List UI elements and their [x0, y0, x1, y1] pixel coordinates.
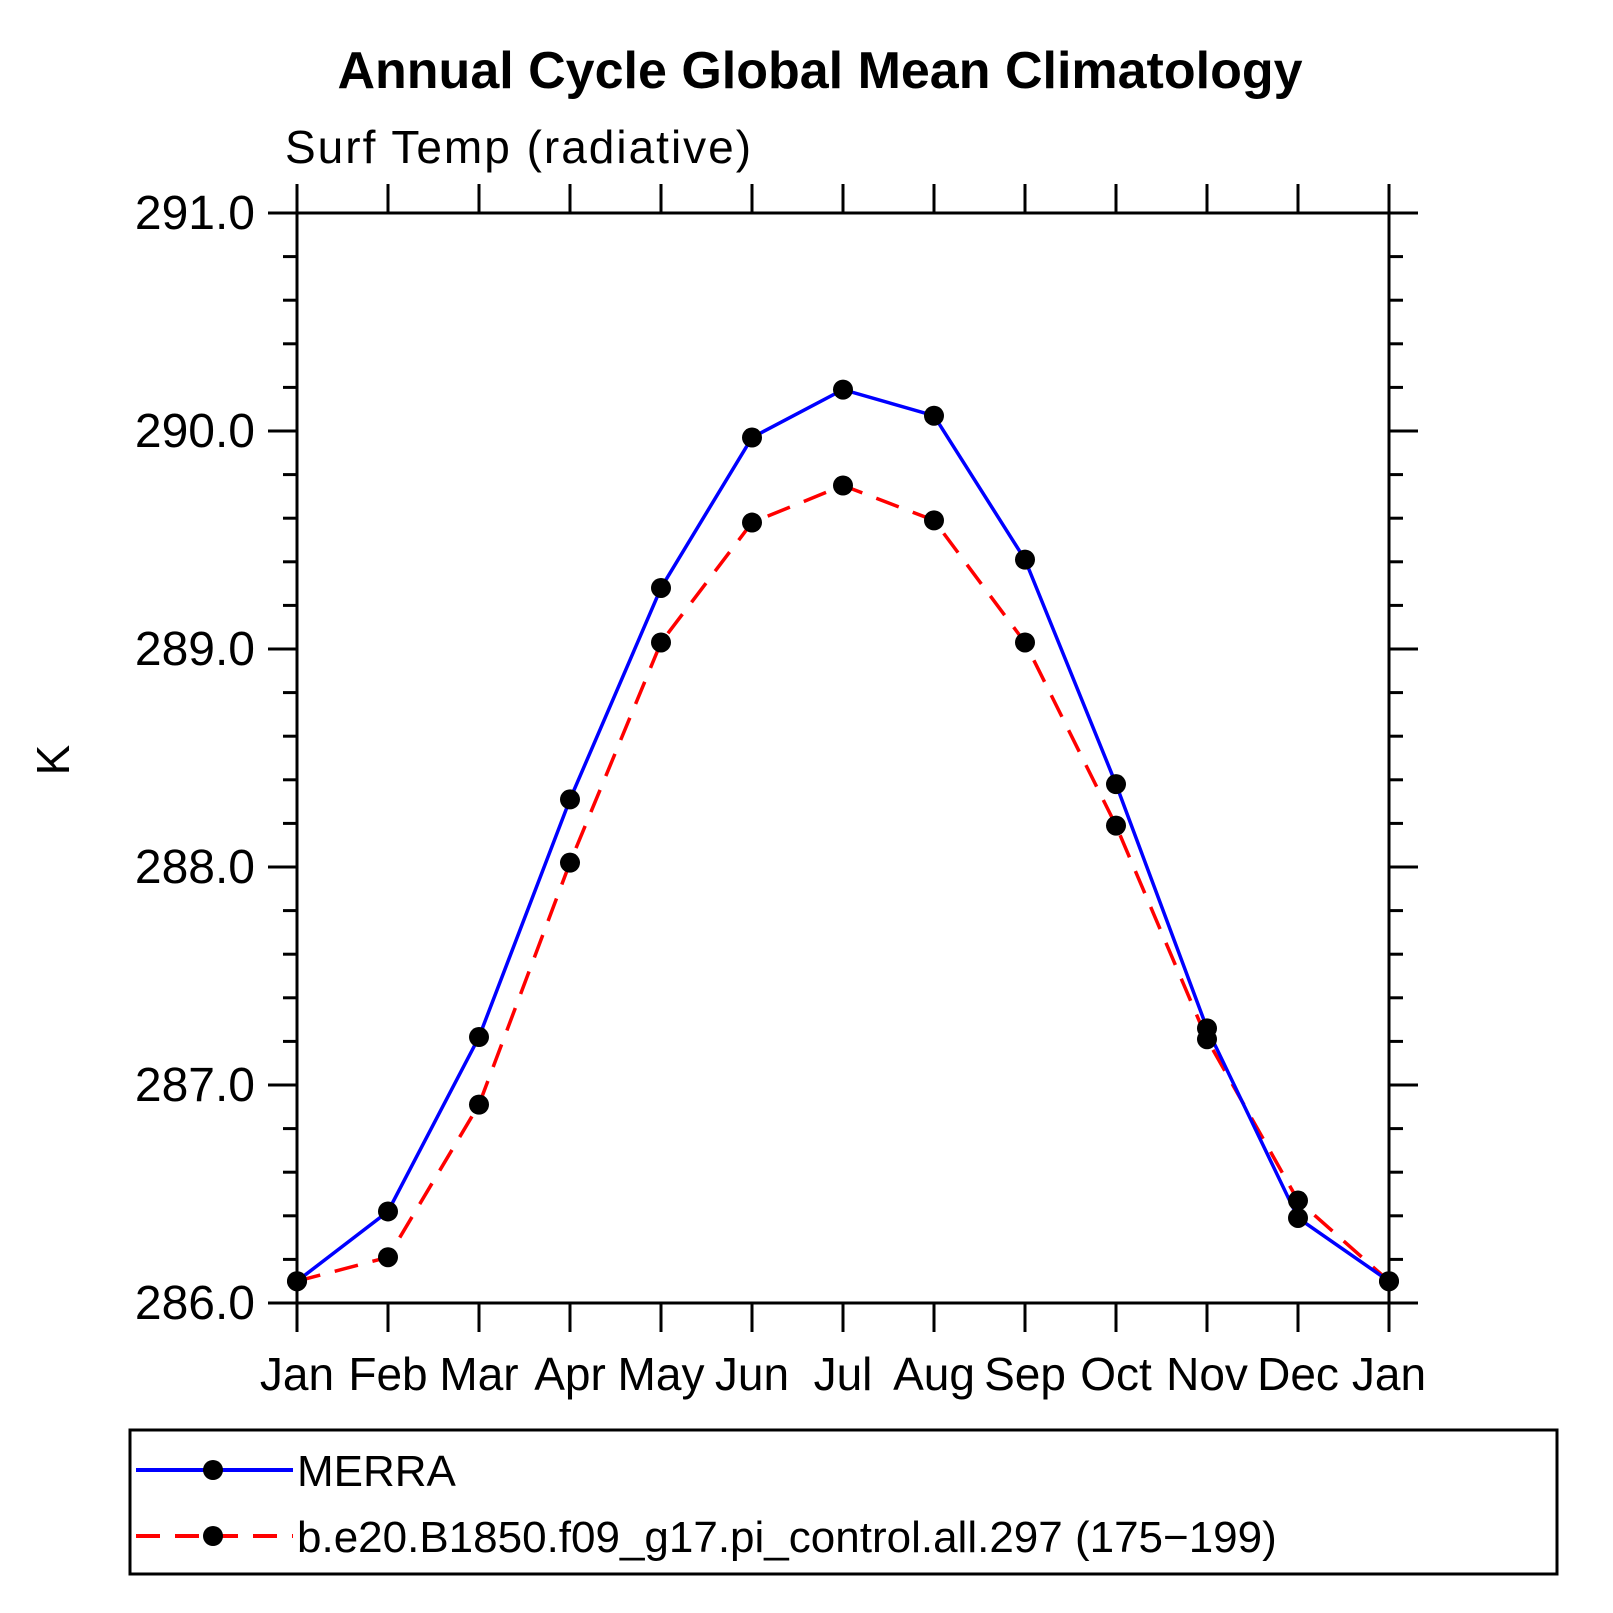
model-data-point — [742, 512, 762, 533]
merra-data-point — [924, 405, 944, 426]
model-line — [296, 483, 1391, 1283]
merra-data-point — [560, 789, 580, 810]
model-data-point — [651, 632, 671, 653]
month-label: Aug — [893, 1348, 975, 1400]
model-data-point — [560, 852, 580, 873]
y-tick-label: 291.0 — [135, 187, 255, 240]
model-data-point — [1288, 1190, 1308, 1211]
legend-box — [128, 1428, 1559, 1576]
merra-line — [295, 387, 1390, 1283]
month-label: Jan — [1352, 1348, 1426, 1400]
model-data-point — [924, 510, 944, 531]
month-label: Mar — [439, 1348, 518, 1400]
merra-data-point — [833, 379, 853, 400]
merra-data-point — [651, 577, 671, 598]
legend-marker-merra-icon — [203, 1460, 223, 1480]
model-data-point — [833, 475, 853, 496]
month-label: May — [618, 1348, 705, 1400]
merra-data-point — [742, 427, 762, 448]
model-data-point — [378, 1247, 398, 1268]
model-data-point — [1197, 1029, 1217, 1050]
month-label: Jun — [715, 1348, 789, 1400]
legend-label-model: b.e20.B1850.f09_g17.pi_control.all.297 (… — [297, 1513, 1277, 1562]
y-tick-label: 288.0 — [135, 841, 255, 894]
month-label: Apr — [534, 1348, 606, 1400]
merra-data-point — [469, 1027, 489, 1048]
model-data-point — [469, 1094, 489, 1115]
y-tick-label: 290.0 — [135, 405, 255, 458]
chart-title: Annual Cycle Global Mean Climatology — [337, 42, 1302, 100]
month-label: Jan — [260, 1348, 334, 1400]
month-label: Nov — [1166, 1348, 1248, 1400]
legend-marker-model-icon — [203, 1526, 223, 1546]
y-tick-label: 286.0 — [135, 1277, 255, 1330]
merra-data-point — [1106, 774, 1126, 795]
month-label: Oct — [1080, 1348, 1152, 1400]
model-data-point — [1015, 632, 1035, 653]
plot-border — [295, 211, 1391, 1305]
chart-subtitle: Surf Temp (radiative) — [285, 121, 753, 173]
plot-area: Jan Feb Mar Apr May Jun Jul Aug Sep Oct Nov Dec Jan2… — [135, 184, 1426, 1400]
model-data-point — [1106, 815, 1126, 836]
merra-data-point — [1288, 1207, 1308, 1228]
month-label: Dec — [1257, 1348, 1339, 1400]
merra-data-point — [378, 1201, 398, 1222]
merra-data-point — [1015, 549, 1035, 570]
month-label: Jul — [814, 1348, 873, 1400]
legend-label-merra: MERRA — [297, 1447, 457, 1496]
legend: MERRA b.e20.B1850.f09_g17.pi_control.all… — [128, 1428, 1559, 1576]
y-tick-label: 289.0 — [135, 623, 255, 676]
y-tick-label: 287.0 — [135, 1059, 255, 1112]
month-label: Sep — [984, 1348, 1066, 1400]
month-label: Feb — [348, 1348, 427, 1400]
model-data-point — [287, 1271, 307, 1292]
y-axis-label: K — [27, 744, 79, 775]
model-data-point — [1379, 1271, 1399, 1292]
